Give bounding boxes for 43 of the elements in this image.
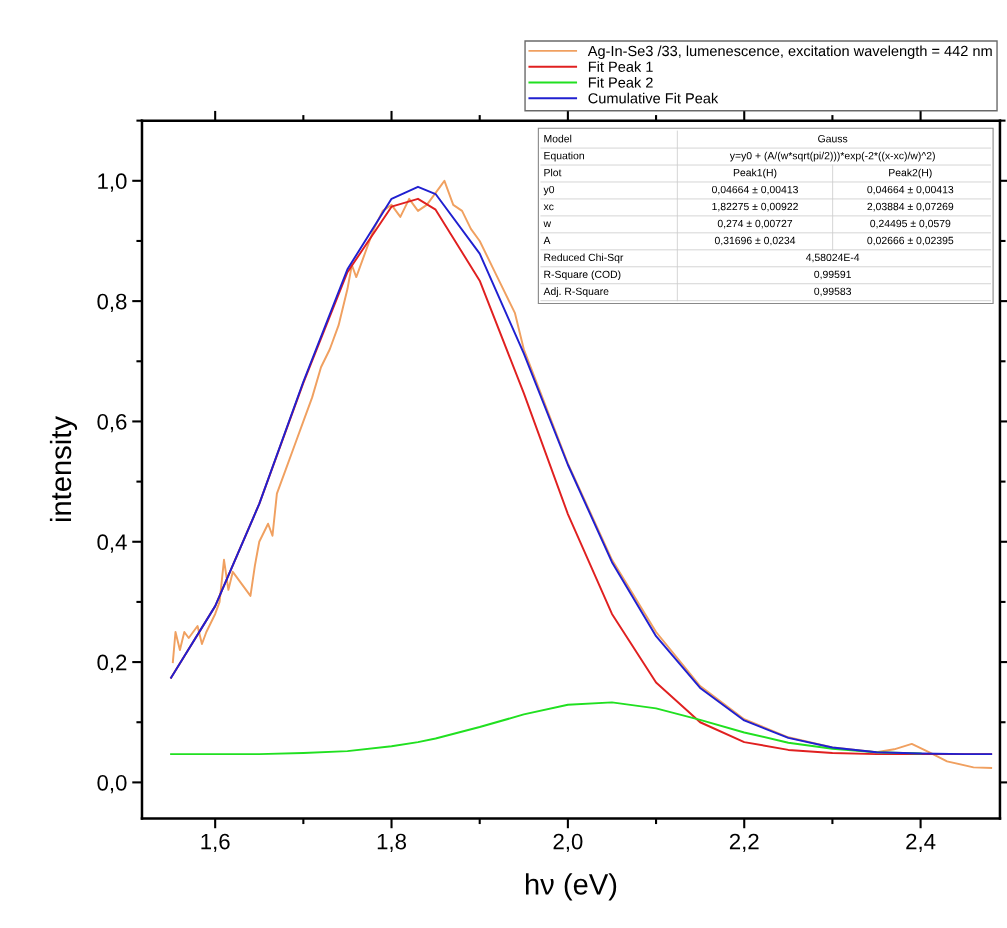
x-tick-label: 1,6 bbox=[201, 833, 230, 853]
annotation: 1,82275 ± 0,00922 bbox=[712, 202, 798, 212]
annotation: Peak1(H) bbox=[733, 168, 777, 179]
annotation: 0,31696 ± 0,0234 bbox=[714, 236, 796, 246]
annotation: y0 bbox=[543, 185, 555, 196]
annotation: Equation bbox=[544, 151, 584, 162]
y-tick-label: 0,4 bbox=[97, 534, 127, 553]
legend-label: Fit Peak 2 bbox=[588, 76, 653, 88]
legend-label: Ag-In-Se3 /33, lumenescence, excitation wavelength = 442 nm bbox=[587, 45, 992, 60]
y-tick-label: 1,0 bbox=[98, 173, 127, 192]
y-tick-label: 0,6 bbox=[97, 413, 127, 433]
annotation: 4,58024E-4 bbox=[805, 253, 860, 263]
y-tick-label: 0,2 bbox=[97, 654, 127, 673]
annotation: 0,24495 ± 0,0579 bbox=[870, 219, 951, 229]
x-tick-label: 2,4 bbox=[906, 833, 936, 853]
annotation: Adj. R-Square bbox=[543, 287, 609, 298]
x-tick-label: 2,0 bbox=[553, 833, 583, 853]
legend-label: Cumulative Fit Peak bbox=[588, 92, 719, 104]
annotation: y=y0 + (A/(w*sqrt(pi/2)))*exp(-2*((x-xc)/w)^2) bbox=[729, 151, 935, 162]
line-series bbox=[170, 701, 922, 756]
x-tick-label: 1,8 bbox=[377, 833, 407, 853]
y-axis-title: intensity bbox=[49, 416, 78, 522]
annotation: w bbox=[543, 221, 552, 228]
annotation: 0,99591 bbox=[814, 270, 851, 280]
annotation: xc bbox=[543, 204, 554, 211]
annotation: 0,04664 ± 0,00413 bbox=[712, 185, 798, 195]
legend-label: Fit Peak 1 bbox=[588, 61, 653, 72]
annotation: 0,99583 bbox=[814, 287, 852, 297]
annotation: 0,274 ± 0,00727 bbox=[717, 219, 793, 229]
annotation: Peak2(H) bbox=[889, 168, 932, 179]
y-tick-label: 0,0 bbox=[97, 774, 127, 794]
annotation: Gauss bbox=[818, 135, 848, 143]
annotation: Model bbox=[544, 134, 572, 143]
annotation: R-Square (COD) bbox=[544, 270, 621, 281]
annotation: Reduced Chi-Sqr bbox=[544, 253, 624, 264]
annotation: Plot bbox=[544, 168, 562, 177]
y-tick-label: 0,8 bbox=[97, 293, 127, 313]
annotation: 2,03884 ± 0,07269 bbox=[867, 202, 954, 212]
annotation: 0,04664 ± 0,00413 bbox=[867, 185, 954, 195]
x-axis-title: hν (eV) bbox=[525, 873, 617, 901]
x-tick-label: 2,2 bbox=[729, 833, 759, 853]
annotation: 0,02666 ± 0,02395 bbox=[867, 236, 954, 246]
annotation: A bbox=[543, 236, 551, 245]
